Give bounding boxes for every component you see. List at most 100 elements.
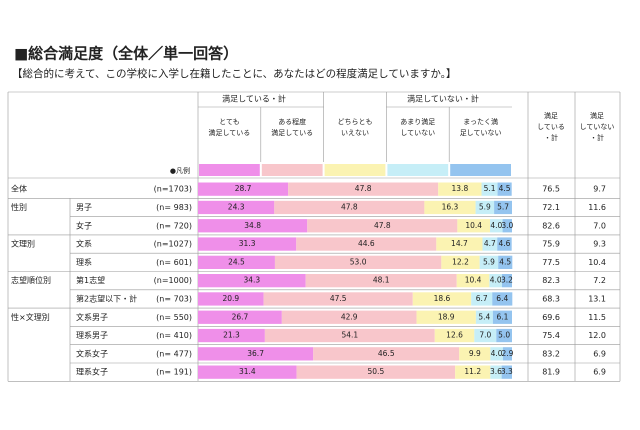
value-label: 47.8 xyxy=(374,221,391,230)
value-label: 26.7 xyxy=(232,312,249,321)
value-label: 18.6 xyxy=(434,294,451,303)
total-value: 10.4 xyxy=(588,258,606,267)
category-label: 女子 xyxy=(76,220,92,230)
value-label: 6.1 xyxy=(496,312,508,321)
legend-entry: 満足している xyxy=(271,129,313,137)
legend-entry: あまり満足 xyxy=(400,118,435,126)
bar-segment xyxy=(494,200,512,215)
value-label: 3.3 xyxy=(501,367,513,376)
value-label: 6.4 xyxy=(496,294,508,303)
value-label: 46.5 xyxy=(378,349,395,358)
bar-segment xyxy=(456,274,490,288)
value-label: 5.9 xyxy=(479,202,491,211)
legend-swatch xyxy=(199,164,260,176)
chart-subtitle: 【総合的に考えて、この学校に入学し在籍したことに、あなたはどの程度満足しています… xyxy=(12,67,456,80)
bar-segment xyxy=(501,365,512,379)
bar-segment xyxy=(198,310,282,324)
legend-entry: どちらとも xyxy=(338,118,373,126)
total-value: 83.2 xyxy=(542,349,560,358)
total-value: 81.9 xyxy=(542,368,560,377)
bar-segment xyxy=(501,274,512,288)
category-label: 文系 xyxy=(76,239,92,249)
value-label: 16.3 xyxy=(442,202,459,211)
bar-segment xyxy=(481,182,498,196)
category-label: 第1志望 xyxy=(76,275,105,285)
bar-segment xyxy=(490,365,502,379)
bar-segment xyxy=(502,219,512,233)
value-label: 5.0 xyxy=(498,331,510,340)
n-label: (n= 477) xyxy=(156,349,192,358)
category-label: 文系男子 xyxy=(76,312,108,322)
group-header: 満足している・計 xyxy=(222,94,286,104)
bar-segment xyxy=(264,328,435,343)
category-label: 第2志望以下・計 xyxy=(76,293,137,303)
bar-segment xyxy=(492,310,512,324)
bar-segment xyxy=(274,200,425,215)
total-value: 82.6 xyxy=(542,221,560,230)
value-label: 34.3 xyxy=(243,276,260,285)
value-label: 3.6 xyxy=(490,367,502,376)
value-label: 13.8 xyxy=(452,184,469,193)
total-value: 75.4 xyxy=(542,331,560,340)
value-label: 12.2 xyxy=(452,257,469,266)
bar-segment xyxy=(475,200,495,215)
bar-segment xyxy=(198,292,264,306)
total-value: 9.3 xyxy=(593,240,606,249)
bar-segment xyxy=(281,310,417,324)
value-label: 10.4 xyxy=(465,221,482,230)
total-value: 9.7 xyxy=(593,185,606,194)
value-label: 4.6 xyxy=(498,239,510,248)
bar-segment xyxy=(490,347,503,361)
value-label: 3.0 xyxy=(501,221,513,230)
bar-segment xyxy=(492,292,513,306)
n-label: (n= 410) xyxy=(156,331,192,340)
bar-segment xyxy=(198,200,275,215)
value-label: 34.8 xyxy=(244,221,261,230)
column-header: ・計 xyxy=(590,133,604,142)
value-label: 47.8 xyxy=(341,202,358,211)
bar-segment xyxy=(490,219,503,233)
total-value: 69.6 xyxy=(542,313,560,322)
n-label: (n=1000) xyxy=(154,276,192,285)
bar-segment xyxy=(474,328,497,343)
bar-segment xyxy=(436,237,483,251)
legend-entry: していない xyxy=(400,129,435,137)
total-value: 7.2 xyxy=(593,276,606,285)
total-value: 11.5 xyxy=(588,313,606,322)
bar-segment xyxy=(502,347,512,361)
bar-segment xyxy=(198,182,289,196)
bar-segment xyxy=(455,365,491,379)
bar-segment xyxy=(198,274,306,288)
bar-segment xyxy=(498,255,513,269)
legend-entry: 満足している xyxy=(209,129,251,137)
n-label: (n= 720) xyxy=(156,221,192,230)
value-label: 5.7 xyxy=(497,202,509,211)
category-label: 文系女子 xyxy=(76,348,108,358)
value-label: 7.0 xyxy=(479,331,491,340)
total-value: 76.5 xyxy=(542,185,560,194)
group-header: 満足していない・計 xyxy=(407,94,479,104)
value-label: 54.1 xyxy=(341,331,358,340)
bar-segment xyxy=(489,274,502,288)
total-value: 13.1 xyxy=(588,294,606,303)
bar-segment xyxy=(288,182,439,196)
bar-segment xyxy=(307,219,458,233)
bar-segment xyxy=(198,237,297,251)
value-label: 24.5 xyxy=(228,257,245,266)
bar-segment xyxy=(416,310,476,324)
bar-segment xyxy=(497,237,512,251)
bar-segment xyxy=(479,255,499,269)
column-header: 満足 xyxy=(544,112,558,120)
legend-label: ●凡例 xyxy=(170,166,190,175)
total-value: 68.3 xyxy=(542,294,560,303)
total-value: 72.1 xyxy=(542,203,560,212)
bar-segment xyxy=(424,200,476,215)
bar-segment xyxy=(438,182,482,196)
legend-swatch xyxy=(324,164,386,176)
bar-segment xyxy=(305,274,457,288)
chart-title: ■総合満足度（全体／単一回答） xyxy=(14,45,238,63)
n-label: (n= 983) xyxy=(156,203,192,212)
value-label: 42.9 xyxy=(341,312,358,321)
category-label: 理系 xyxy=(76,257,92,267)
value-label: 4.0 xyxy=(490,221,502,230)
